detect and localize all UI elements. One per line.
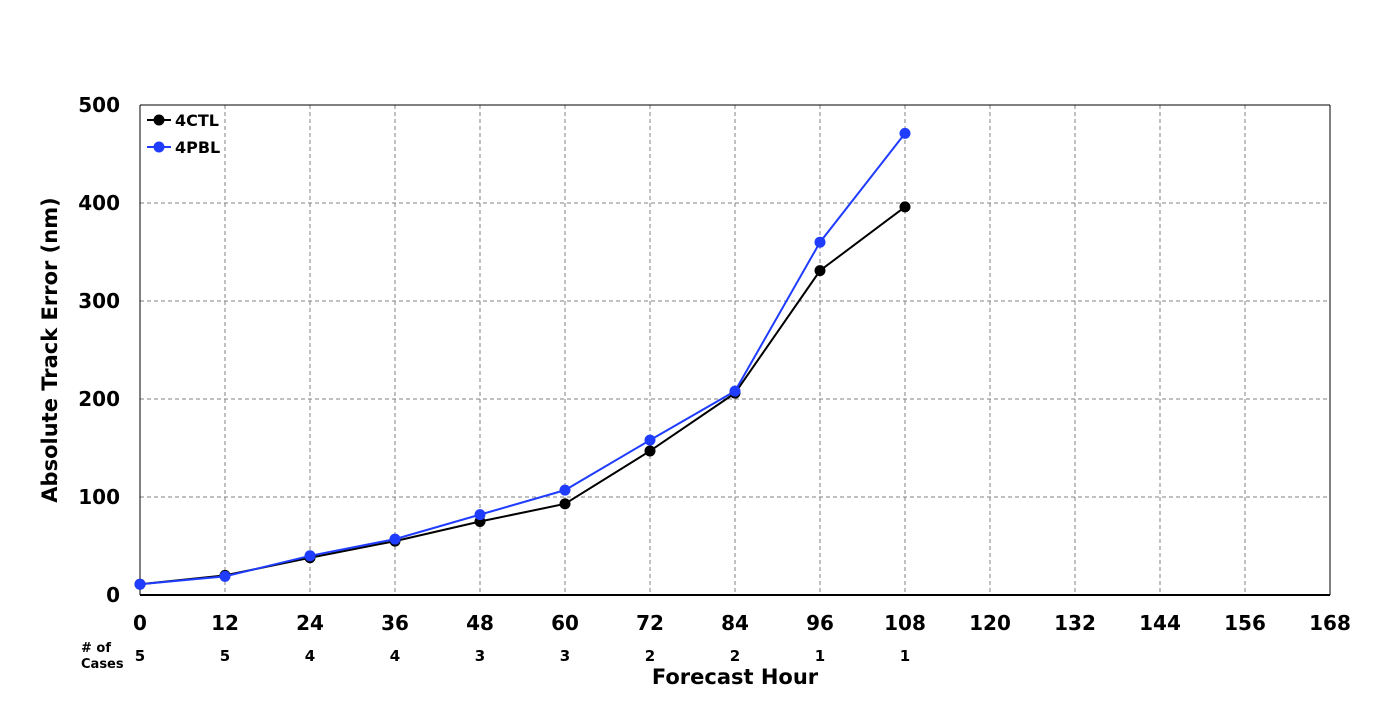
x-tick-label: 48 (466, 611, 494, 635)
y-tick-label: 300 (78, 289, 120, 313)
y-tick-label: 200 (78, 387, 120, 411)
cases-label-line2: Cases (81, 657, 124, 672)
data-point (559, 484, 571, 496)
grid-layer (140, 105, 1330, 595)
cases-label-line1: # of (81, 641, 111, 656)
y-tick-labels: 0 100 200 300 400 500 (78, 93, 120, 607)
data-point (474, 509, 486, 521)
x-tick-label: 96 (806, 611, 834, 635)
plot-frame (139, 104, 1331, 596)
cases-count: 5 (220, 647, 230, 665)
y-tick-label: 100 (78, 485, 120, 509)
data-point (729, 385, 741, 397)
cases-count: 1 (900, 647, 910, 665)
cases-count: 4 (305, 647, 315, 665)
y-tick-label: 400 (78, 191, 120, 215)
x-tick-label: 36 (381, 611, 409, 635)
cases-count: 2 (645, 647, 655, 665)
legend-label: 4CTL (175, 111, 219, 130)
x-tick-label: 72 (636, 611, 664, 635)
x-tick-label: 120 (969, 611, 1011, 635)
series-line (139, 206, 906, 586)
x-tick-label: 144 (1139, 611, 1181, 635)
series-layer (134, 127, 911, 590)
data-point (304, 550, 316, 562)
x-tick-label: 24 (296, 611, 324, 635)
cases-count: 3 (560, 647, 570, 665)
x-tick-label: 12 (211, 611, 239, 635)
x-tick-label: 108 (884, 611, 926, 635)
cases-count: 1 (815, 647, 825, 665)
data-point (219, 570, 231, 582)
cases-row: # of Cases 5 5 4 4 3 3 2 2 1 1 (81, 641, 910, 672)
x-tick-label: 0 (133, 611, 147, 635)
cases-count: 5 (135, 647, 145, 665)
data-point (814, 236, 826, 248)
cases-count: 3 (475, 647, 485, 665)
data-point (134, 578, 146, 590)
data-point (899, 127, 911, 139)
cases-count: 2 (730, 647, 740, 665)
x-tick-labels: 0 12 24 36 48 60 72 84 96 108 120 132 144 156 168 (133, 611, 1351, 635)
x-tick-label: 60 (551, 611, 579, 635)
legend-entry: 4CTL (147, 111, 219, 130)
y-axis-title: Absolute Track Error (nm) (38, 197, 62, 502)
legend-entry: 4PBL (147, 138, 220, 157)
y-tick-label: 500 (78, 93, 120, 117)
cases-count: 4 (390, 647, 400, 665)
x-tick-label: 84 (721, 611, 749, 635)
legend: 4CTL 4PBL (147, 111, 220, 157)
data-point (814, 265, 826, 277)
series-line (139, 132, 906, 586)
legend-marker (153, 114, 165, 126)
data-point (644, 445, 656, 457)
x-tick-label: 168 (1309, 611, 1351, 635)
legend-label: 4PBL (175, 138, 220, 157)
y-tick-label: 0 (106, 583, 120, 607)
data-point (559, 498, 571, 510)
x-tick-label: 156 (1224, 611, 1266, 635)
legend-marker (153, 141, 165, 153)
data-point (389, 533, 401, 545)
data-point (644, 434, 656, 446)
x-axis-title: Forecast Hour (652, 665, 819, 689)
data-point (899, 201, 911, 213)
series-4PBL (134, 127, 911, 590)
x-tick-label: 132 (1054, 611, 1096, 635)
series-4CTL (134, 201, 911, 590)
